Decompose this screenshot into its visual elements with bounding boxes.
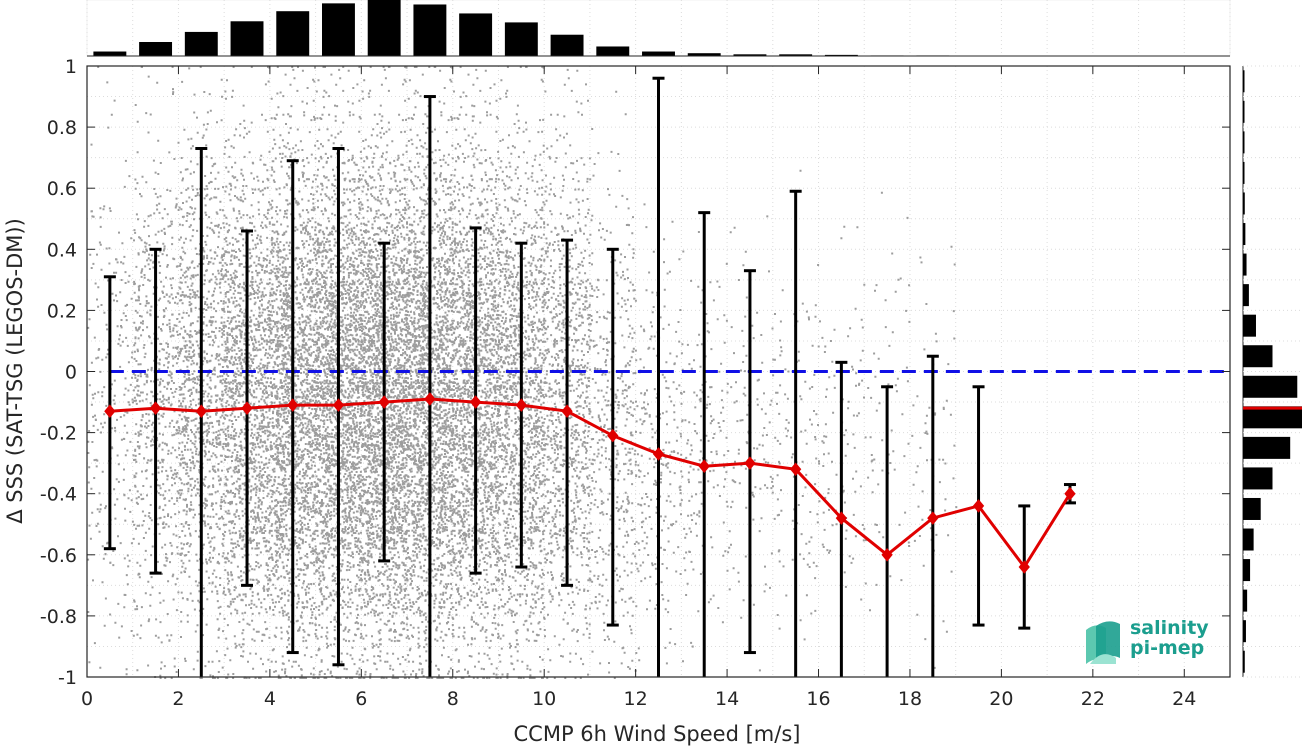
right-histogram-bar: [1243, 345, 1273, 368]
x-tick-label: 0: [81, 688, 93, 710]
logo-line-1: salinity: [1130, 617, 1209, 639]
logo-line-2: pi-mep: [1130, 637, 1205, 659]
y-tick-label: -0.8: [40, 606, 77, 628]
right-histogram-bar: [1243, 406, 1302, 429]
y-tick-label: 0: [65, 362, 77, 384]
x-tick-label: 24: [1172, 688, 1196, 710]
top-histogram: [86, 0, 1231, 57]
right-histogram-bar: [1243, 192, 1245, 215]
x-tick-label: 22: [1081, 688, 1105, 710]
right-histogram-bar: [1243, 589, 1248, 612]
right-histogram-bar: [1243, 467, 1273, 490]
x-tick-label: 10: [532, 688, 556, 710]
mean-marker: [195, 404, 207, 418]
right-histogram-bar: [1243, 620, 1246, 643]
grid-lines: [86, 65, 1231, 678]
salinity-pi-mep-logo: salinity pi-mep: [1082, 614, 1212, 670]
y-tick-label: 0.8: [47, 117, 77, 139]
right-histogram-bar: [1243, 70, 1245, 93]
x-tick-label: 4: [264, 688, 276, 710]
right-histogram-bar: [1243, 436, 1291, 459]
y-axis-title: Δ SSS (SAT-TSG (LEGOS-DM)): [3, 218, 27, 524]
top-histogram-bar: [230, 21, 264, 57]
mean-marker: [515, 398, 527, 412]
mean-marker: [698, 459, 710, 473]
top-histogram-bar: [779, 54, 813, 56]
y-tick-label: 1: [65, 56, 77, 78]
mean-marker: [1018, 560, 1030, 574]
top-histogram-bar: [184, 31, 218, 56]
x-tick-label: 14: [715, 688, 739, 710]
y-tick-label: -1: [58, 667, 77, 689]
y-tick-label: -0.6: [40, 545, 77, 567]
mean-marker: [104, 404, 116, 418]
top-histogram-bar: [550, 34, 584, 56]
right-histogram-bar: [1243, 314, 1256, 337]
y-tick-label: 0.2: [47, 300, 77, 322]
y-tick-label: -0.2: [40, 423, 77, 445]
x-tick-label: 20: [989, 688, 1013, 710]
right-histogram-bar: [1243, 223, 1246, 246]
mean-marker: [424, 392, 436, 406]
x-tick-label: 16: [806, 688, 830, 710]
mean-marker: [332, 398, 345, 412]
y-tick-label: -0.4: [40, 484, 77, 506]
x-tick-label: 18: [898, 688, 922, 710]
top-histogram-bar: [642, 51, 675, 56]
top-histogram-bar: [733, 54, 767, 56]
x-tick-labels: 0 2 4 6 8 10 12 14 16 18 20 22 24: [81, 66, 1196, 710]
right-histogram-bar: [1243, 650, 1245, 673]
mean-marker: [1064, 486, 1076, 501]
top-histogram-bar: [459, 13, 493, 57]
mean-marker: [744, 456, 756, 470]
mean-marker: [835, 511, 848, 525]
y-tick-labels: -1 -0.8 -0.6 -0.4 -0.2 0 0.2 0.4 0.6 0.8 1: [40, 56, 1230, 689]
top-histogram-bar: [276, 11, 310, 56]
right-histogram-bar: [1243, 528, 1254, 551]
right-histogram-bar: [1243, 375, 1298, 398]
wave-logo-icon: [1086, 621, 1120, 664]
binned-mean-line: [104, 392, 1076, 574]
mean-marker: [561, 404, 573, 418]
right-histogram-bar: [1243, 131, 1245, 154]
x-axis-title: CCMP 6h Wind Speed [m/s]: [514, 722, 801, 746]
y-tick-label: 0.4: [47, 239, 77, 261]
mean-marker: [149, 401, 162, 415]
mean-marker: [881, 548, 893, 562]
top-histogram-bar: [93, 51, 127, 56]
x-tick-label: 2: [172, 688, 184, 710]
y-tick-label: 0.6: [47, 178, 77, 200]
mean-marker: [927, 511, 939, 525]
right-histogram-bar: [1243, 161, 1245, 184]
x-tick-label: 8: [447, 688, 459, 710]
mean-marker: [378, 395, 390, 409]
top-histogram-bar: [322, 3, 355, 56]
mean-marker: [241, 401, 253, 415]
mean-marker: [790, 462, 802, 477]
top-histogram-bar: [367, 0, 401, 56]
x-tick-label: 12: [624, 688, 648, 710]
right-histogram-bar: [1243, 497, 1261, 520]
top-histogram-bar: [139, 42, 173, 56]
top-histogram-bar: [596, 46, 630, 56]
right-histogram-bar: [1243, 559, 1251, 582]
x-tick-label: 6: [355, 688, 367, 710]
mean-marker: [469, 395, 482, 409]
top-histogram-bar: [824, 54, 858, 56]
right-histogram: [1242, 65, 1302, 678]
right-histogram-bar: [1243, 253, 1247, 276]
mean-line: [109, 397, 1072, 570]
mean-marker: [287, 398, 299, 412]
mean-marker: [607, 428, 619, 443]
mean-marker: [652, 447, 665, 461]
top-histogram-bar: [504, 22, 538, 56]
top-histogram-bar: [687, 53, 721, 56]
right-histogram-bar: [1243, 284, 1249, 307]
top-histogram-bar: [413, 4, 447, 57]
mean-marker: [972, 499, 985, 513]
right-histogram-bar: [1243, 100, 1245, 123]
